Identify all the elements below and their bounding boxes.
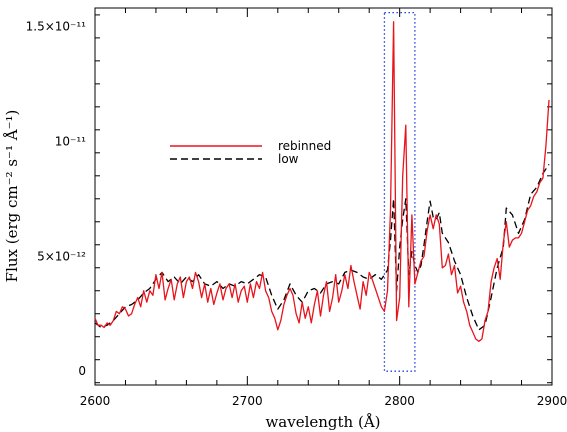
series-line-rebinned: [94, 21, 550, 342]
x-tick-label: 2700: [232, 394, 263, 408]
plot-frame: [94, 7, 553, 386]
x-tick-label: 2800: [384, 394, 415, 408]
y-tick-label: 1.5×10⁻¹¹: [26, 19, 87, 33]
highlight-region: [383, 11, 416, 372]
y-tick-label: 10⁻¹¹: [55, 134, 86, 148]
tick-labels: 2600 2700 2800 2900 0 5×10⁻¹² 10⁻¹¹ 1.5×10⁻¹¹: [26, 19, 567, 408]
series-layer: [94, 21, 550, 342]
x-tick-label: 2600: [80, 394, 111, 408]
legend-label-low: low: [278, 152, 299, 166]
y-axis-title: Flux (erg cm⁻² s⁻¹ Å⁻¹): [3, 110, 21, 283]
y-tick-label: 0: [78, 364, 86, 378]
y-tick-label: 5×10⁻¹²: [37, 249, 86, 263]
highlight-box: [383, 11, 416, 372]
legend-label-rebinned: rebinned: [278, 139, 331, 153]
x-axis-title: wavelength (Å): [265, 413, 380, 431]
series-line-low: [94, 163, 550, 331]
x-tick-label: 2900: [537, 394, 567, 408]
axis-ticks: [94, 8, 553, 385]
